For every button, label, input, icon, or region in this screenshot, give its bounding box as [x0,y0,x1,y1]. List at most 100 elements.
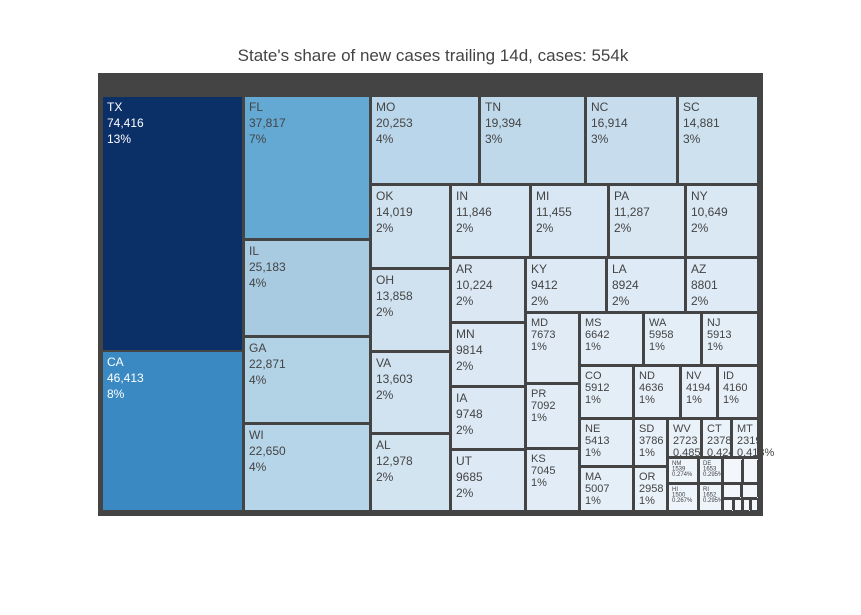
tile-ok[interactable]: OK 14,019 2% [372,186,449,267]
tile-pct-label: 0.295% [703,498,724,504]
tiny-tile[interactable] [757,459,758,460]
tile-oh[interactable]: OH 13,858 2% [372,270,449,350]
tile-rect [645,314,700,364]
tile-pct-label: 2% [691,294,709,308]
tile-rect [679,97,757,183]
tile-rect [452,186,529,256]
tile-wi[interactable]: WI 22,650 4% [245,425,369,510]
tile-state-label: VA [376,356,391,370]
tile-al[interactable]: AL 12,978 2% [372,435,449,510]
tile-pct-label: 1% [585,341,601,353]
tile-cases-label: 2378 [707,435,731,447]
tile-ca[interactable]: CA 46,413 8% [103,352,242,510]
tile-ar[interactable]: AR 10,224 2% [452,259,524,321]
tiny-tile[interactable] [757,497,758,498]
tile-nc[interactable]: NC 16,914 3% [587,97,676,183]
tile-cases-label: 7045 [531,465,555,477]
tile-ny[interactable]: NY 10,649 2% [687,186,757,256]
tile-rect [452,451,524,510]
tile-state-label: NJ [707,317,720,329]
tile-mi[interactable]: MI 11,455 2% [532,186,607,256]
tile-tn[interactable]: TN 19,394 3% [481,97,584,183]
tile-sc[interactable]: SC 14,881 3% [679,97,757,183]
tiny-tile[interactable] [744,500,749,510]
tile-state-label: NC [591,100,609,114]
tile-ut[interactable]: UT 9685 2% [452,451,524,510]
tile-state-label: TX [107,100,122,114]
tiny-tile[interactable] [724,500,732,510]
tile-ky[interactable]: KY 9412 2% [527,259,605,311]
tiny-tile[interactable] [740,497,741,498]
tiny-tile[interactable] [744,459,757,482]
tile-pct-label: 1% [723,394,739,406]
tile-in[interactable]: IN 11,846 2% [452,186,529,256]
tile-state-label: MA [585,471,602,483]
tile-cases-label: 11,846 [456,205,492,219]
tile-tx[interactable]: TX 74,416 13% [103,97,242,350]
tile-fl[interactable]: FL 37,817 7% [245,97,369,238]
tile-pct-label: 3% [485,132,503,146]
tile-mn[interactable]: MN 9814 2% [452,324,524,385]
tile-state-label: NY [691,189,708,203]
tile-il[interactable]: IL 25,183 4% [245,241,369,335]
tiny-tile[interactable] [724,459,741,482]
tiny-tile[interactable] [735,500,741,510]
tile-pa[interactable]: PA 11,287 2% [610,186,684,256]
tile-state-label: PA [614,189,629,203]
tile-az[interactable]: AZ 8801 2% [687,259,757,311]
tile-cases-label: 10,649 [691,205,728,219]
tile-rect [610,186,684,256]
tile-state-label: CT [707,423,722,435]
tiny-tile[interactable] [724,485,740,497]
tile-mo[interactable]: MO 20,253 4% [372,97,478,183]
tiny-tile[interactable] [752,500,757,510]
tiny-tile[interactable] [741,459,742,460]
tile-pct-label: 2% [376,470,394,484]
tile-cases-label: 2958 [639,483,663,495]
tile-state-label: NE [585,423,600,435]
tiny-tile[interactable] [732,510,733,511]
tiny-tile[interactable] [749,510,750,511]
tile-pct-label: 2% [376,305,394,319]
tile-cases-label: 37,817 [249,116,286,130]
tile-rect [733,420,757,456]
tile-cases-label: 4636 [639,382,663,394]
tile-pct-label: 1% [531,341,547,353]
tile-cases-label: 2319 [737,435,761,447]
tile-la[interactable]: LA 8924 2% [608,259,684,311]
tile-rect [372,353,449,432]
tile-state-label: WV [673,423,691,435]
tile-state-label: OH [376,273,394,287]
tile-rect [452,259,524,321]
tile-ga[interactable]: GA 22,871 4% [245,338,369,422]
tile-rect [452,324,524,385]
tile-cases-label: 14,019 [376,205,413,219]
tile-state-label: CO [585,370,602,382]
tile-state-label: IA [456,391,467,405]
tile-ia[interactable]: IA 9748 2% [452,388,524,448]
tile-pct-label: 4% [376,132,394,146]
tiny-tile[interactable] [743,485,757,497]
tile-va[interactable]: VA 13,603 2% [372,353,449,432]
